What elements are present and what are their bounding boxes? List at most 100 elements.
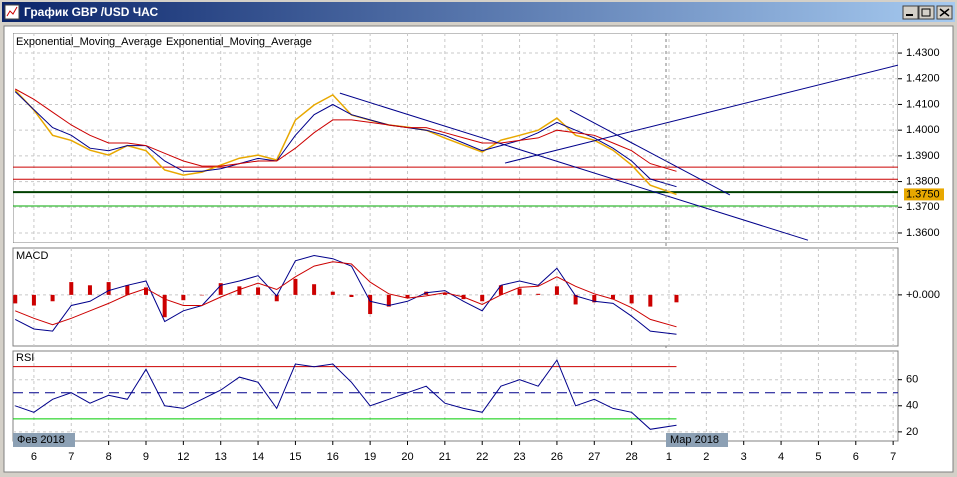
histogram-bar bbox=[162, 294, 167, 318]
histogram-bar bbox=[592, 294, 597, 303]
histogram-bar bbox=[274, 294, 279, 302]
x-tick-label: 27 bbox=[588, 451, 600, 463]
x-tick-label: 28 bbox=[626, 451, 638, 463]
x-tick-label: 19 bbox=[364, 451, 376, 463]
x-tick-label: 5 bbox=[815, 451, 821, 463]
histogram-bar bbox=[181, 294, 186, 301]
x-tick-label: 26 bbox=[551, 451, 563, 463]
x-tick-label: 7 bbox=[68, 451, 74, 463]
window-icon-glyph bbox=[6, 6, 18, 17]
trend-line bbox=[339, 92, 809, 241]
histogram-bar bbox=[50, 294, 55, 302]
minimize-button[interactable] bbox=[902, 5, 919, 20]
histogram-bar bbox=[31, 294, 36, 306]
histogram-bar bbox=[442, 292, 447, 295]
histogram-bar bbox=[368, 294, 373, 315]
x-tick-label: 12 bbox=[177, 451, 189, 463]
histogram-bar bbox=[143, 287, 148, 295]
histogram-bar bbox=[13, 294, 18, 304]
y-tick-label: 1.4000 bbox=[906, 124, 940, 136]
last-price-tag bbox=[904, 188, 944, 201]
month-tag bbox=[666, 433, 729, 447]
last-price-label: 1.3750 bbox=[906, 188, 940, 200]
x-tick-label: 2 bbox=[703, 451, 709, 463]
histogram-bar bbox=[106, 282, 111, 295]
histogram-bar bbox=[69, 282, 74, 295]
window-title: График GBP /USD ЧАС bbox=[24, 5, 158, 19]
histogram-bar bbox=[629, 294, 634, 304]
series-line bbox=[14, 89, 677, 196]
y-tick-label: 1.4200 bbox=[906, 73, 940, 85]
x-tick-label: 14 bbox=[252, 451, 264, 463]
histogram-bar bbox=[125, 285, 130, 295]
legend-entry: Exponential_Moving_Average bbox=[16, 36, 162, 48]
x-tick-label: 23 bbox=[513, 451, 525, 463]
title-bar bbox=[2, 2, 955, 22]
y-tick-label: 1.3800 bbox=[906, 175, 940, 187]
y-tick-label: 1.3600 bbox=[906, 227, 940, 239]
close-glyph bbox=[939, 8, 950, 17]
panel-title: MACD bbox=[16, 250, 48, 262]
panel-frame bbox=[13, 33, 898, 243]
panel bbox=[12, 350, 899, 442]
x-tick-label: 6 bbox=[31, 451, 37, 463]
series-line bbox=[14, 91, 677, 188]
maximize-button[interactable] bbox=[918, 5, 935, 20]
series-line bbox=[15, 359, 677, 430]
histogram-bar bbox=[648, 294, 653, 307]
maximize-glyph bbox=[921, 8, 931, 17]
x-tick-label: 20 bbox=[401, 451, 413, 463]
panel bbox=[12, 247, 899, 347]
histogram-bar bbox=[517, 288, 522, 295]
histogram-bar bbox=[610, 294, 615, 300]
histogram-bar bbox=[536, 293, 541, 295]
month-label: Мар 2018 bbox=[670, 434, 719, 446]
histogram-bar bbox=[386, 294, 391, 307]
panel bbox=[13, 33, 898, 243]
histogram-bar bbox=[674, 294, 679, 303]
x-tick-label: 16 bbox=[327, 451, 339, 463]
x-tick-label: 7 bbox=[890, 451, 896, 463]
histogram-bar bbox=[330, 291, 335, 295]
y-tick-label: 60 bbox=[906, 374, 918, 386]
y-tick-label: 40 bbox=[906, 400, 918, 412]
month-label: Фев 2018 bbox=[17, 434, 65, 446]
histogram-bar bbox=[424, 291, 429, 295]
x-tick-label: 9 bbox=[143, 451, 149, 463]
x-tick-label: 4 bbox=[778, 451, 784, 463]
window-icon bbox=[4, 4, 20, 20]
histogram-bar bbox=[554, 286, 559, 295]
y-tick-label: 1.3900 bbox=[906, 150, 940, 162]
histogram-bar bbox=[237, 286, 242, 295]
panel-title: RSI bbox=[16, 352, 34, 364]
y-tick-label: 20 bbox=[906, 426, 918, 438]
y-tick-label: +0.000 bbox=[906, 289, 940, 301]
histogram-bar bbox=[312, 284, 317, 295]
histogram-bar bbox=[87, 285, 92, 295]
histogram-bar bbox=[256, 287, 261, 295]
panel-frame bbox=[12, 350, 899, 442]
legend-entry: Exponential_Moving_Average bbox=[166, 36, 312, 48]
histogram-bar bbox=[480, 294, 485, 302]
trend-line bbox=[504, 64, 898, 164]
y-tick-label: 1.3700 bbox=[906, 201, 940, 213]
x-tick-label: 13 bbox=[215, 451, 227, 463]
x-tick-label: 22 bbox=[476, 451, 488, 463]
histogram-bar bbox=[405, 294, 410, 299]
x-tick-label: 1 bbox=[666, 451, 672, 463]
y-tick-label: 1.4100 bbox=[906, 98, 940, 110]
series-line bbox=[15, 261, 677, 328]
x-tick-label: 3 bbox=[741, 451, 747, 463]
histogram-bar bbox=[573, 294, 578, 305]
histogram-bar bbox=[293, 278, 298, 295]
x-tick-label: 15 bbox=[289, 451, 301, 463]
series-line bbox=[14, 88, 677, 172]
histogram-bar bbox=[200, 294, 205, 296]
y-tick-label: 1.4300 bbox=[906, 47, 940, 59]
window-buttons bbox=[902, 5, 953, 20]
trend-line bbox=[569, 109, 731, 196]
month-tag bbox=[13, 433, 75, 447]
histogram-bar bbox=[498, 285, 503, 295]
x-tick-label: 6 bbox=[853, 451, 859, 463]
